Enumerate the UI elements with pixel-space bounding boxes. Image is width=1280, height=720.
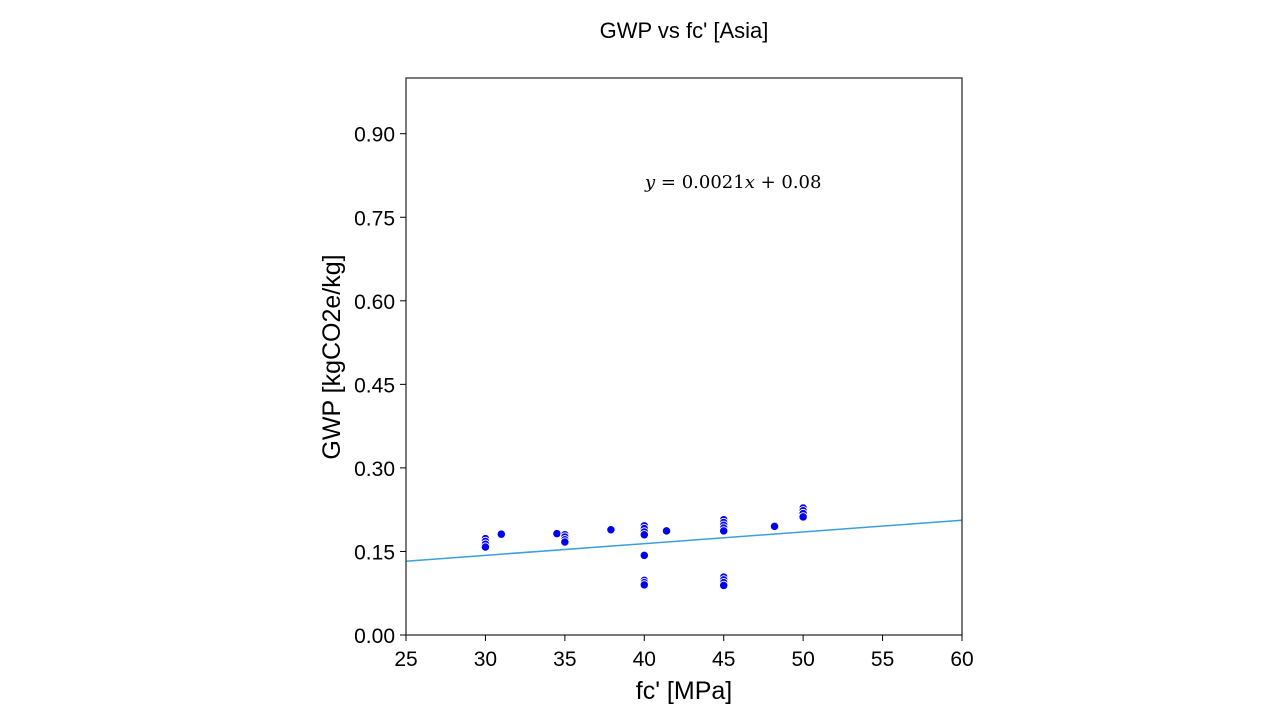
- points-layer: [480, 503, 808, 591]
- x-tick-label: 30: [474, 648, 497, 671]
- y-tick-label: 0.75: [354, 207, 395, 230]
- fit-equation: y = 0.0021x + 0.08: [644, 172, 821, 193]
- x-tick-label: 60: [950, 648, 973, 671]
- data-point: [560, 537, 570, 547]
- x-tick-label: 25: [394, 648, 417, 671]
- data-point: [639, 530, 649, 540]
- eq-x: x: [745, 172, 755, 193]
- y-tick-label: 0.45: [354, 374, 395, 397]
- y-tick-label: 0.30: [354, 458, 395, 481]
- data-point: [606, 525, 616, 535]
- data-point: [798, 512, 808, 522]
- chart-title: GWP vs fc' [Asia]: [600, 18, 769, 43]
- fit-line-layer: [405, 519, 963, 562]
- y-axis-label: GWP [kgCO2e/kg]: [318, 254, 346, 459]
- plot-frame: [405, 77, 963, 636]
- data-point: [480, 542, 491, 552]
- data-point: [769, 521, 780, 532]
- x-axis-label: fc' [MPa]: [636, 677, 732, 705]
- data-point: [639, 550, 649, 560]
- x-tick-label: 50: [791, 648, 814, 671]
- y-tick-label: 0.60: [354, 291, 395, 314]
- y-tick-label: 0.00: [354, 625, 395, 648]
- data-point: [719, 526, 729, 536]
- x-tick-label: 45: [712, 648, 735, 671]
- eq-y: y: [644, 172, 656, 193]
- fit-line: [405, 519, 963, 562]
- y-tick-label: 0.90: [354, 124, 395, 147]
- data-point: [719, 580, 729, 591]
- data-point: [496, 529, 506, 539]
- x-axis-ticks: 25 30 35 40 45 50 55 60: [394, 635, 974, 671]
- x-tick-label: 35: [553, 648, 576, 671]
- data-point: [661, 526, 672, 536]
- y-axis-ticks: 0.00 0.15 0.30 0.45 0.60 0.75 0.90: [354, 124, 406, 648]
- eq-coefficient: 0.0021: [682, 172, 745, 193]
- eq-intercept: 0.08: [781, 172, 821, 193]
- y-tick-label: 0.15: [354, 541, 395, 564]
- data-point: [552, 528, 562, 539]
- x-tick-label: 55: [871, 648, 894, 671]
- data-point: [639, 580, 649, 590]
- x-tick-label: 40: [633, 648, 656, 671]
- eq-plus: +: [755, 172, 782, 193]
- eq-equals: =: [655, 172, 682, 193]
